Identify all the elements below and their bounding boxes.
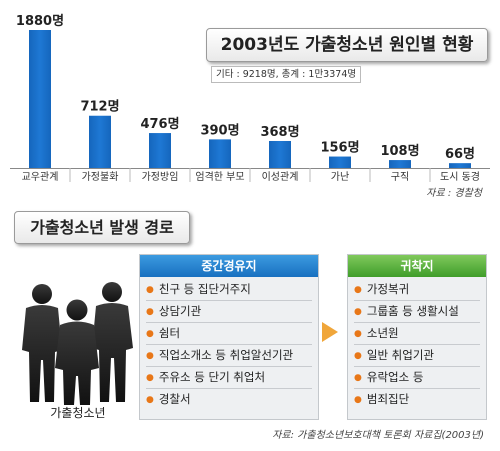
bar-value-label: 390명 — [200, 122, 239, 138]
transit-item: ● 주유소 등 단기 취업처 — [146, 367, 312, 389]
person-label: 가출청소년 — [50, 406, 106, 420]
transit-item-label: 친구 등 집단거주지 — [158, 282, 251, 296]
transit-item-label: 경찰서 — [158, 392, 191, 406]
destination-box: 귀착지 ● 가정복귀 ● 그룹홈 등 생활시설 ● 소년원 ● 일반 취업기관 ● 유락업… — [347, 254, 487, 420]
bullet-icon: ● — [146, 285, 154, 295]
transit-item: ● 친구 등 집단거주지 — [146, 279, 312, 301]
bar-value-label: 712명 — [80, 99, 119, 115]
route-source: 자료: 가출청소년보호대책 토론회 자료집(2003년) — [272, 430, 484, 441]
destination-item: ● 유락업소 등 — [354, 367, 480, 389]
route-title: 가출청소년 발생 경로 — [14, 211, 190, 244]
transit-item: ● 상담기관 — [146, 301, 312, 323]
bullet-icon: ● — [354, 285, 362, 295]
bar-6 — [389, 160, 411, 168]
destination-item-label: 범죄집단 — [366, 392, 410, 406]
destination-item: ● 소년원 — [354, 323, 480, 345]
bar-value-label: 108명 — [380, 143, 419, 159]
bullet-icon: ● — [354, 307, 362, 317]
transit-item-label: 주유소 등 단기 취업처 — [158, 370, 266, 384]
bar-7 — [449, 163, 471, 168]
bullet-icon: ● — [354, 351, 362, 361]
category-label: 가정불화 — [82, 171, 119, 183]
bullet-icon: ● — [146, 307, 154, 317]
bullet-icon: ● — [354, 329, 362, 339]
transit-item: ● 직업소개소 등 취업알선기관 — [146, 345, 312, 367]
destination-header: 귀착지 — [348, 255, 486, 277]
bullet-icon: ● — [146, 373, 154, 383]
bar-4 — [269, 140, 291, 168]
category-label: 구직 — [391, 171, 409, 183]
bar-3 — [209, 139, 231, 168]
destination-item: ● 일반 취업기관 — [354, 345, 480, 367]
destination-item-label: 유락업소 등 — [366, 370, 424, 384]
bullet-icon: ● — [354, 373, 362, 383]
destination-item: ● 그룹홈 등 생활시설 — [354, 301, 480, 323]
bullet-icon: ● — [354, 395, 362, 405]
transit-item: ● 쉼터 — [146, 323, 312, 345]
bar-2 — [149, 133, 171, 168]
destination-item-label: 그룹홈 등 생활시설 — [366, 304, 459, 318]
bullet-icon: ● — [146, 351, 154, 361]
destination-item-label: 일반 취업기관 — [366, 348, 434, 362]
category-label: 가정방임 — [142, 170, 179, 183]
destination-item: ● 범죄집단 — [354, 389, 480, 410]
category-label: 도시 동경 — [440, 170, 480, 183]
transit-item-label: 쉼터 — [158, 326, 181, 340]
destination-item-label: 가정복귀 — [366, 282, 410, 296]
category-label: 가난 — [331, 171, 349, 183]
bar-value-label: 1880명 — [16, 13, 64, 29]
bar-1 — [89, 115, 111, 168]
transit-box: 중간경유지 ● 친구 등 집단거주지 ● 상담기관 ● 쉼터 ● 직업소개소 등 취업알… — [139, 254, 319, 420]
flow-arrow-icon — [322, 322, 338, 342]
bullet-icon: ● — [146, 329, 154, 339]
bar-value-label: 66명 — [445, 146, 475, 162]
bar-value-label: 368명 — [260, 124, 299, 140]
bar-value-label: 156명 — [320, 140, 359, 156]
transit-header: 중간경유지 — [140, 255, 318, 277]
category-label: 교우관계 — [22, 171, 59, 183]
youth-silhouettes-icon — [22, 282, 133, 405]
transit-item: ● 경찰서 — [146, 389, 312, 410]
category-label: 엄격한 부모 — [195, 170, 244, 183]
transit-item-label: 상담기관 — [158, 304, 202, 318]
chart-source: 자료 : 경찰청 — [426, 188, 482, 199]
category-label: 이성관계 — [262, 171, 299, 183]
chart-total-note: 기타 : 9218명, 총계 : 1만3374명 — [211, 66, 362, 83]
bullet-icon: ● — [146, 395, 154, 405]
destination-item-label: 소년원 — [366, 326, 399, 340]
chart-title: 2003년도 가출청소년 원인별 현황 — [206, 28, 488, 62]
destination-item: ● 가정복귀 — [354, 279, 480, 301]
bar-5 — [329, 156, 351, 168]
transit-item-label: 직업소개소 등 취업알선기관 — [158, 348, 294, 362]
bar-value-label: 476명 — [140, 116, 179, 132]
bar-0 — [29, 30, 51, 168]
